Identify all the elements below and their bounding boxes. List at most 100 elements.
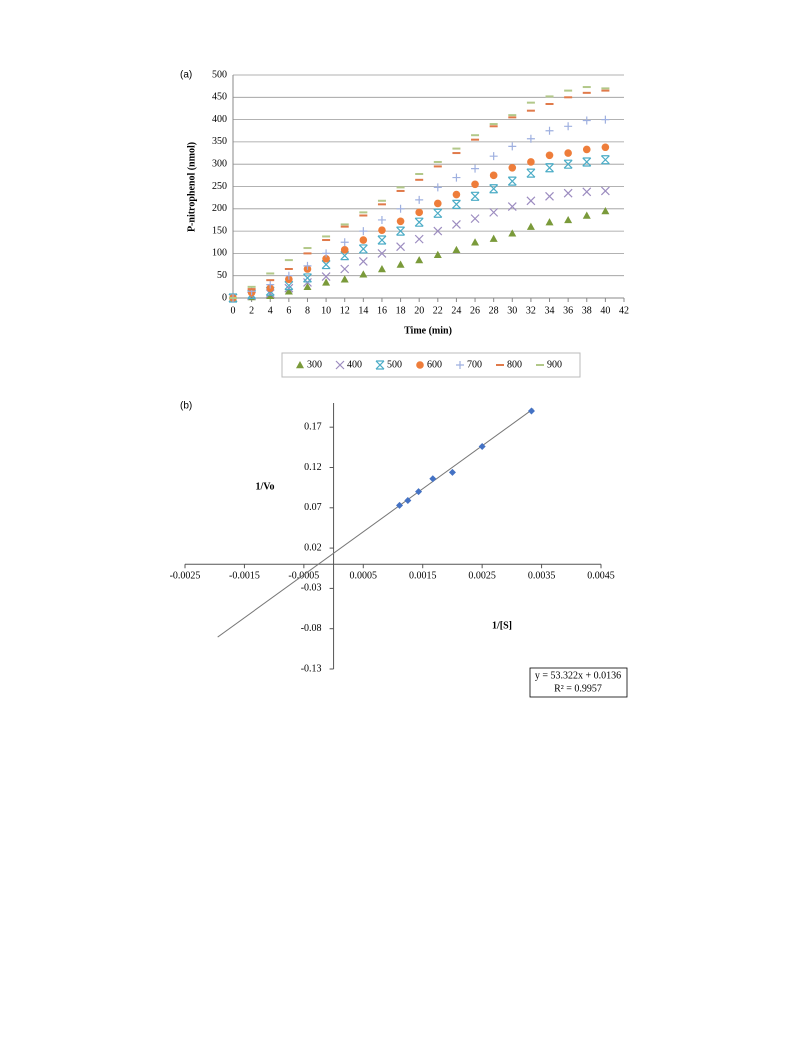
marker bbox=[508, 142, 517, 151]
marker bbox=[404, 497, 412, 505]
marker bbox=[415, 488, 423, 496]
marker bbox=[414, 217, 424, 227]
y-tick-label: 0.07 bbox=[304, 502, 322, 513]
marker bbox=[470, 214, 480, 224]
marker bbox=[601, 207, 610, 215]
marker bbox=[322, 254, 330, 263]
marker bbox=[564, 215, 573, 224]
marker bbox=[377, 265, 386, 273]
marker bbox=[563, 159, 573, 169]
marker bbox=[377, 235, 387, 245]
x-tick-label: 20 bbox=[414, 305, 424, 316]
marker bbox=[545, 191, 554, 201]
x-tick-label: -0.0015 bbox=[229, 571, 260, 582]
y-tick-label: 500 bbox=[212, 69, 227, 80]
x-tick-label: 36 bbox=[563, 305, 573, 316]
x-tick-label: 0 bbox=[231, 305, 236, 316]
x-tick-label: 28 bbox=[489, 305, 499, 316]
marker bbox=[266, 280, 275, 289]
marker bbox=[471, 164, 480, 173]
marker bbox=[471, 180, 479, 189]
equation: y = 53.322x + 0.0136 bbox=[535, 670, 621, 681]
marker bbox=[526, 196, 536, 206]
marker bbox=[396, 242, 405, 252]
marker bbox=[563, 188, 573, 198]
marker bbox=[508, 163, 517, 172]
marker bbox=[340, 251, 350, 261]
x-tick-label: 24 bbox=[451, 305, 461, 316]
marker bbox=[434, 199, 442, 208]
marker bbox=[564, 122, 573, 131]
marker bbox=[359, 236, 368, 244]
marker bbox=[303, 261, 312, 270]
x-tick-label: 34 bbox=[545, 305, 555, 316]
marker bbox=[452, 219, 461, 229]
marker bbox=[456, 361, 464, 369]
marker bbox=[340, 238, 349, 247]
x-tick-label: 0.0035 bbox=[528, 571, 556, 582]
x-tick-label: 12 bbox=[340, 305, 350, 316]
marker bbox=[284, 283, 294, 293]
x-tick-label: 2 bbox=[249, 305, 254, 316]
marker bbox=[358, 244, 368, 254]
marker bbox=[296, 361, 304, 369]
marker bbox=[470, 191, 480, 201]
legend-label: 400 bbox=[347, 359, 362, 370]
marker bbox=[508, 229, 517, 237]
x-tick-label: -0.0005 bbox=[288, 571, 319, 582]
x-tick-label: 14 bbox=[358, 305, 368, 316]
marker bbox=[396, 226, 405, 236]
marker bbox=[429, 475, 437, 483]
y-tick-label: 50 bbox=[217, 270, 227, 281]
marker bbox=[415, 195, 424, 204]
marker bbox=[321, 259, 331, 270]
marker bbox=[358, 257, 368, 266]
panel-label: (a) bbox=[180, 70, 192, 81]
legend-label: 500 bbox=[387, 359, 402, 370]
marker bbox=[433, 183, 442, 192]
y-tick-label: 0.02 bbox=[304, 542, 322, 553]
marker bbox=[322, 278, 331, 286]
x-tick-label: 40 bbox=[600, 305, 610, 316]
marker bbox=[545, 126, 554, 135]
marker bbox=[448, 468, 456, 476]
x-tick-label: 10 bbox=[321, 305, 331, 316]
marker bbox=[340, 264, 350, 274]
marker bbox=[582, 211, 591, 219]
marker bbox=[452, 199, 461, 209]
marker bbox=[414, 234, 424, 244]
y-tick-label: -0.03 bbox=[301, 583, 322, 594]
marker bbox=[415, 208, 423, 217]
y-tick-label: 400 bbox=[212, 114, 227, 125]
marker bbox=[377, 215, 386, 224]
marker bbox=[489, 234, 498, 242]
marker bbox=[284, 287, 293, 295]
trendline bbox=[217, 408, 534, 638]
marker bbox=[545, 163, 554, 173]
y-tick-label: -0.13 bbox=[301, 663, 322, 674]
marker bbox=[582, 116, 591, 125]
marker bbox=[377, 248, 387, 258]
marker bbox=[526, 222, 535, 230]
y-tick-label: 100 bbox=[212, 248, 227, 259]
marker bbox=[507, 202, 517, 211]
legend-label: 300 bbox=[307, 359, 322, 370]
marker bbox=[321, 272, 331, 282]
marker bbox=[582, 157, 592, 167]
marker bbox=[507, 176, 517, 186]
x-tick-label: 4 bbox=[268, 305, 273, 316]
x-tick-label: 18 bbox=[396, 305, 406, 316]
marker bbox=[433, 208, 443, 218]
marker bbox=[340, 275, 349, 283]
marker bbox=[375, 360, 385, 370]
x-tick-label: 30 bbox=[507, 305, 517, 316]
marker bbox=[582, 145, 591, 154]
x-tick-label: 6 bbox=[286, 305, 291, 316]
marker bbox=[489, 171, 498, 180]
marker bbox=[396, 217, 405, 226]
y-tick-label: 0.17 bbox=[304, 421, 322, 432]
marker bbox=[489, 207, 499, 217]
marker bbox=[416, 361, 424, 369]
x-tick-label: 0.0045 bbox=[587, 571, 615, 582]
marker bbox=[378, 226, 386, 235]
